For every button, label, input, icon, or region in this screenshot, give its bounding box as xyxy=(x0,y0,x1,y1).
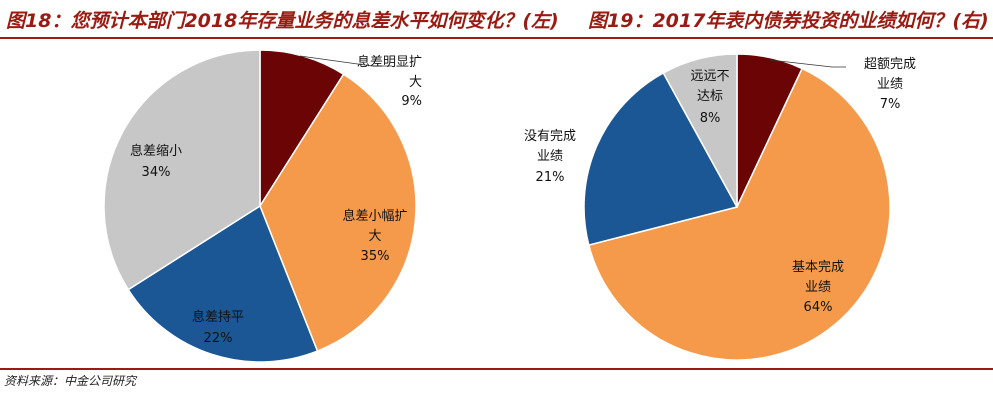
slice-percent-label: 7% xyxy=(880,97,901,112)
slice-name-label: 达标 xyxy=(697,89,723,104)
slice-name-label: 息差持平 xyxy=(192,309,244,325)
slice-name-label: 业绩 xyxy=(805,280,831,295)
slice-name-label: 息差明显扩 xyxy=(357,54,422,70)
leader-line xyxy=(769,59,846,68)
pie-slice xyxy=(103,49,261,291)
slice-name-label: 大 xyxy=(368,229,381,244)
slice-name-label: 业绩 xyxy=(537,149,563,164)
slice-name-label: 大 xyxy=(409,75,422,90)
slice-percent-label: 21% xyxy=(536,170,565,185)
slice-percent-label: 35% xyxy=(361,249,390,264)
slice-name-label: 基本完成 xyxy=(792,260,844,275)
slice-name-label: 业绩 xyxy=(877,77,903,92)
slice-percent-label: 64% xyxy=(804,300,833,315)
slice-name-label: 超额完成 xyxy=(864,57,916,72)
slice-percent-label: 8% xyxy=(700,111,721,126)
leader-line xyxy=(299,55,392,67)
left-chart-title: 图18：您预计本部门2018年存量业务的息差水平如何变化？(左) xyxy=(6,10,559,32)
pie-slice xyxy=(259,73,417,353)
slice-name-label: 息差小幅扩 xyxy=(342,208,407,224)
right-chart-title: 图19：2017年表内债券投资的业绩如何？(右) xyxy=(588,10,989,32)
slice-name-label: 远远不 xyxy=(690,69,729,84)
slice-percent-label: 34% xyxy=(142,165,171,180)
slice-name-label: 没有完成 xyxy=(524,129,576,144)
footer-rule xyxy=(0,368,993,370)
slice-percent-label: 22% xyxy=(204,331,233,346)
source-note: 资料来源：中金公司研究 xyxy=(4,374,137,388)
pie-slice xyxy=(583,71,739,246)
pie-slice xyxy=(587,67,891,361)
pie-slice xyxy=(662,53,738,208)
pie-slice xyxy=(127,204,319,363)
slice-percent-label: 9% xyxy=(401,94,422,109)
slice-name-label: 息差缩小 xyxy=(130,143,182,159)
header-rule xyxy=(0,37,993,39)
